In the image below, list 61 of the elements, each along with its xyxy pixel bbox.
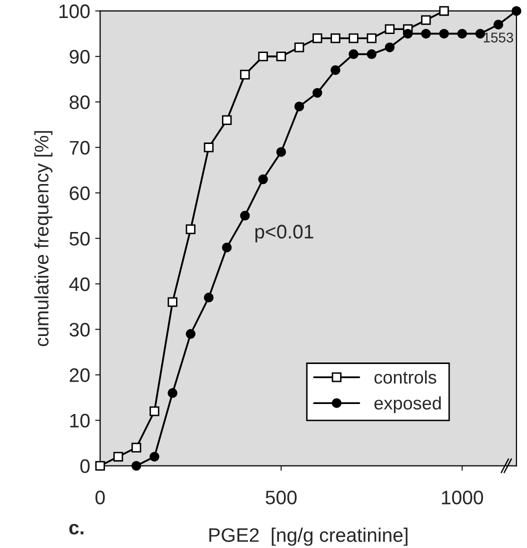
point [439,6,449,16]
point [276,147,286,157]
y-tick-label: 70 [70,140,90,155]
point [421,28,431,39]
point [258,174,268,184]
y-tick-label: 60 [70,186,90,200]
y-axis-title: cumulative frequency [%] [34,131,52,346]
x-tick-label: 1000 [442,490,484,504]
point [512,6,522,16]
point [204,292,214,302]
point [222,115,232,125]
text: c. [69,524,84,534]
y-tick-label: 0 [80,459,90,474]
point [366,49,377,60]
point [222,242,232,252]
point [186,224,196,234]
point [240,70,250,80]
point [95,460,105,471]
x-tick-label: 500 [266,490,297,504]
point [294,102,304,112]
point [294,42,304,52]
legend-label: controls [374,370,436,384]
annotation: p<0.01 [255,224,314,242]
point [402,28,413,39]
point [457,28,468,39]
point [312,33,322,44]
point [168,388,178,398]
y-tick-label: 30 [70,322,90,337]
x-axis-title: PGE2 [ng/g creatinine] [209,528,408,546]
point [330,33,340,44]
point [384,42,395,52]
y-tick-label: 50 [70,232,90,246]
point [330,65,340,75]
point [258,52,268,62]
point [131,442,142,452]
y-tick-label: 100 [59,4,90,18]
point [312,88,322,98]
point [421,15,431,25]
annotation: 1553 [484,32,514,42]
point [113,452,124,462]
point [348,33,358,44]
point [150,406,160,416]
point [186,329,196,339]
legend-label: exposed [374,396,441,414]
point [204,142,214,152]
point [366,33,377,44]
y-tick-label: 40 [69,277,90,292]
point [131,460,142,471]
point [384,24,395,34]
point [348,49,358,60]
y-tick-label: 90 [70,50,90,64]
y-tick-label: 10 [70,414,90,428]
y-tick-label: 20 [70,368,90,382]
x-tick-label: 0 [95,490,105,504]
point [168,297,178,307]
y-tick-label: 80 [70,95,90,110]
point [150,452,160,462]
point [276,52,286,62]
point [493,20,504,30]
point [240,210,250,220]
point [439,28,449,39]
